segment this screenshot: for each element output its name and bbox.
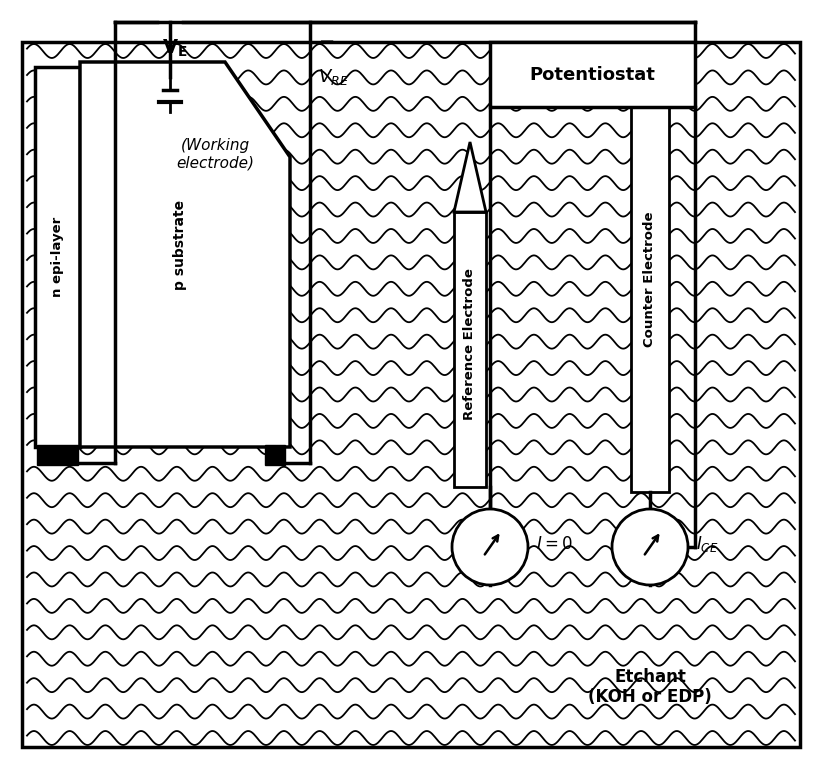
- Text: $I = 0$: $I = 0$: [536, 535, 573, 553]
- Text: $\mathbf{V_E}$: $\mathbf{V_E}$: [162, 38, 188, 59]
- Text: p substrate: p substrate: [173, 200, 187, 290]
- Text: $+$: $+$: [451, 537, 469, 557]
- Circle shape: [612, 509, 688, 585]
- Text: Counter Electrode: Counter Electrode: [644, 212, 656, 347]
- Text: n epi-layer: n epi-layer: [51, 217, 64, 297]
- Circle shape: [452, 509, 528, 585]
- Text: Reference Electrode: Reference Electrode: [464, 269, 476, 420]
- Bar: [265, 445, 285, 465]
- Text: $V_{RE}$: $V_{RE}$: [318, 67, 349, 87]
- Text: Etchant
(KOH or EDP): Etchant (KOH or EDP): [588, 667, 712, 706]
- Text: (Working
electrode): (Working electrode): [176, 138, 254, 171]
- Text: Potentiostat: Potentiostat: [530, 65, 656, 83]
- Bar: [35, 67, 80, 447]
- Bar: [490, 42, 695, 107]
- Bar: [631, 67, 669, 492]
- Polygon shape: [80, 62, 290, 447]
- Bar: [37, 445, 78, 465]
- Bar: [454, 212, 486, 487]
- Text: $-$: $-$: [318, 30, 334, 50]
- Polygon shape: [454, 142, 486, 212]
- Text: $I_{CE}$: $I_{CE}$: [696, 534, 718, 554]
